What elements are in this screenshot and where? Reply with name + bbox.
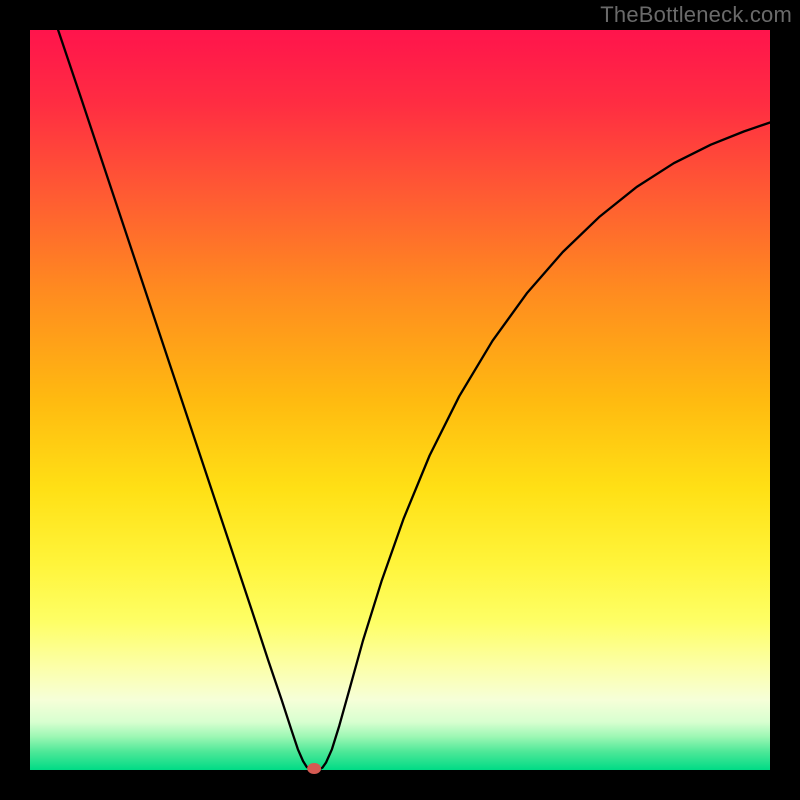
chart-container: TheBottleneck.com — [0, 0, 800, 800]
bottleneck-chart — [0, 0, 800, 800]
minimum-marker — [307, 763, 321, 774]
plot-background-gradient — [30, 30, 770, 770]
watermark-text: TheBottleneck.com — [600, 2, 792, 28]
